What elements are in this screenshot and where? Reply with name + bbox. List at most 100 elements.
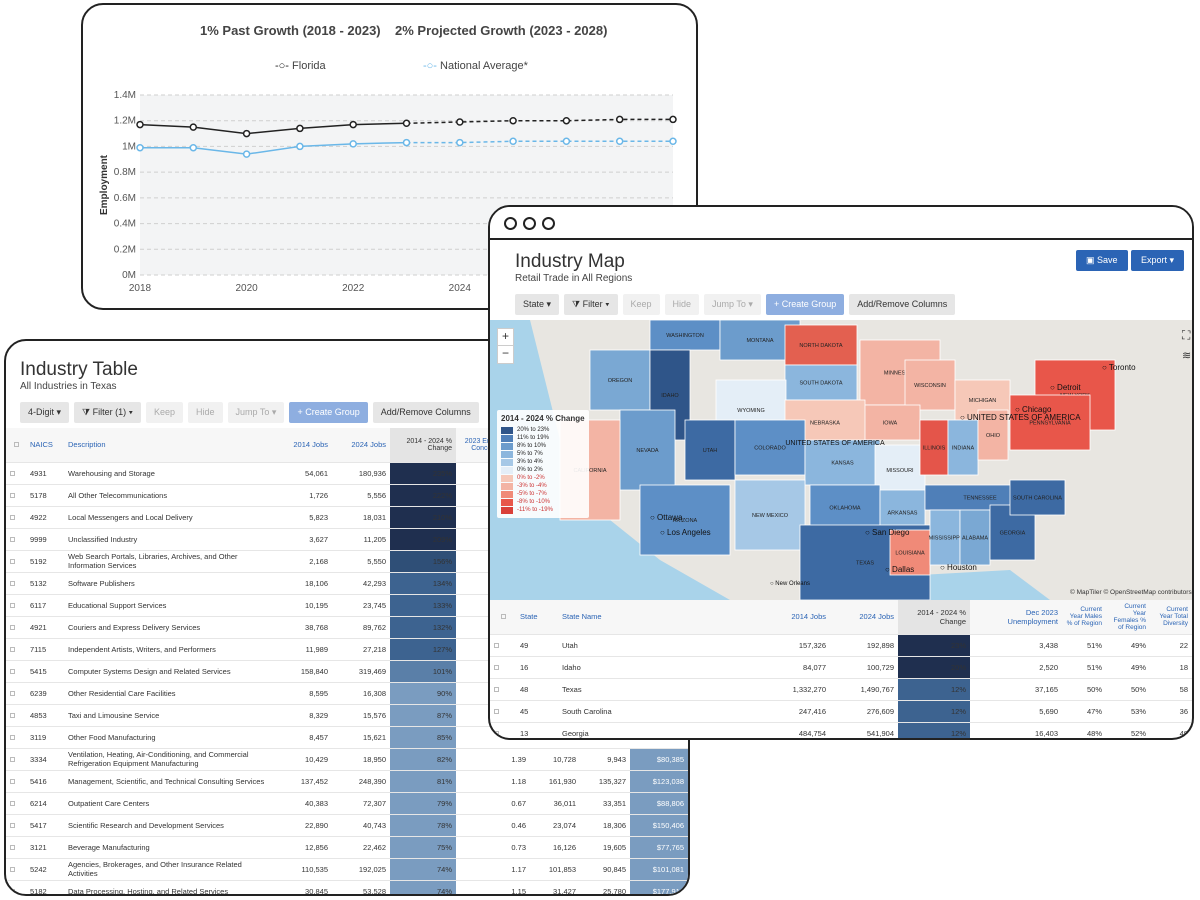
export-dropdown[interactable]: Export ▾	[1131, 250, 1185, 271]
row-checkbox[interactable]	[490, 722, 516, 738]
col-naics[interactable]: NAICS	[26, 428, 64, 463]
create-group-button[interactable]: + Create Group	[289, 402, 368, 423]
checkbox[interactable]	[6, 616, 26, 639]
table-row[interactable]: 48 Texas 1,332,270 1,490,767 12% 37,165 50% 50%…	[490, 678, 1192, 701]
row-checkbox[interactable]	[490, 634, 516, 657]
map-add-remove-columns-button[interactable]: Add/Remove Columns	[849, 294, 956, 315]
naics-cell: 5132	[26, 572, 64, 595]
col-map-pct-change[interactable]: 2014 - 2024 % Change	[898, 600, 970, 635]
checkbox[interactable]	[6, 770, 26, 793]
checkbox[interactable]	[6, 506, 26, 529]
map-create-group-button[interactable]: + Create Group	[765, 294, 845, 315]
window-dot-icon[interactable]	[523, 217, 536, 230]
legend-national[interactable]: -○- National Average*	[423, 60, 528, 72]
col-map-2014-jobs[interactable]: 2014 Jobs	[764, 600, 830, 635]
col-2024-jobs[interactable]: 2024 Jobs	[332, 428, 390, 463]
checkbox[interactable]	[6, 836, 26, 859]
state-label: UTAH	[703, 448, 718, 454]
checkbox[interactable]	[6, 880, 26, 894]
layers-icon[interactable]: ≋	[1182, 350, 1192, 362]
jobs-2014-cell: 11,989	[272, 638, 332, 661]
legend-florida[interactable]: -○- Florida	[275, 60, 326, 72]
zoom-in-button[interactable]: +	[498, 329, 513, 346]
pct-change-cell: 134%	[390, 572, 456, 595]
keep-button[interactable]: Keep	[146, 402, 184, 423]
checkbox[interactable]	[6, 748, 26, 771]
checkbox[interactable]	[6, 528, 26, 551]
checkbox[interactable]	[6, 594, 26, 617]
select-all-checkbox[interactable]	[6, 428, 26, 463]
row-checkbox[interactable]	[490, 656, 516, 679]
checkbox[interactable]	[6, 462, 26, 485]
filter-icon: ⧩	[572, 299, 581, 309]
filter-dropdown[interactable]: ⧩ Filter (1) ▾	[74, 402, 141, 423]
y-tick-label: 1.4M	[114, 90, 136, 101]
description-cell: Educational Support Services	[64, 594, 272, 617]
extra-cell: 18,306	[580, 814, 630, 837]
table-row[interactable]: 49 Utah 157,326 192,898 23% 3,438 51% 49% 22	[490, 634, 1192, 657]
checkbox[interactable]	[6, 638, 26, 661]
state-dropdown[interactable]: State ▾	[515, 294, 560, 315]
map-jump-to-dropdown[interactable]: Jump To ▾	[704, 294, 761, 315]
col-description[interactable]: Description	[64, 428, 272, 463]
row-checkbox[interactable]	[490, 700, 516, 723]
zoom-out-button[interactable]: −	[501, 346, 509, 360]
naics-cell: 5416	[26, 770, 64, 793]
digit-dropdown[interactable]: 4-Digit ▾	[20, 402, 70, 423]
col-2014-jobs[interactable]: 2014 Jobs	[272, 428, 332, 463]
map-keep-button[interactable]: Keep	[622, 294, 660, 315]
table-row[interactable]: 5182 Data Processing, Hosting, and Relate…	[6, 880, 688, 894]
data-point	[242, 150, 251, 158]
jump-to-dropdown[interactable]: Jump To ▾	[227, 402, 285, 423]
col-pct-change[interactable]: 2014 - 2024 % Change	[390, 428, 456, 463]
checkbox[interactable]	[6, 814, 26, 837]
fullscreen-icon[interactable]: ⛶	[1182, 328, 1191, 342]
checkbox[interactable]	[6, 726, 26, 749]
save-icon: ▣	[1086, 255, 1095, 265]
checkbox[interactable]	[6, 550, 26, 573]
data-point	[402, 138, 411, 147]
row-checkbox[interactable]	[490, 678, 516, 701]
window-dot-icon[interactable]	[542, 217, 555, 230]
state-label: NORTH DAKOTA	[799, 343, 843, 349]
naics-cell: 6239	[26, 682, 64, 705]
checkbox[interactable]	[6, 660, 26, 683]
table-row[interactable]: 13 Georgia 484,754 541,904 12% 16,403 48% 52% 49	[490, 722, 1192, 738]
checkbox[interactable]	[6, 792, 26, 815]
checkbox[interactable]	[6, 858, 26, 881]
table-row[interactable]: 5242 Agencies, Brokerages, and Other Insu…	[6, 858, 688, 881]
col-diversity[interactable]: Current Year Total Diversity	[1150, 600, 1192, 635]
checkbox[interactable]	[6, 704, 26, 727]
table-row[interactable]: 3121 Beverage Manufacturing 12,856 22,462 75…	[6, 836, 688, 859]
extra-cell: $177,914	[630, 880, 688, 894]
table-row[interactable]: 6214 Outpatient Care Centers 40,383 72,307 7…	[6, 792, 688, 815]
map-select-all-checkbox[interactable]	[490, 600, 516, 635]
jobs-2014-cell: 137,452	[272, 770, 332, 793]
map-hide-button[interactable]: Hide	[664, 294, 700, 315]
col-unemployment[interactable]: Dec 2023 Unemployment	[970, 600, 1062, 635]
hide-button[interactable]: Hide	[188, 402, 223, 423]
col-state[interactable]: State	[516, 600, 558, 635]
table-row[interactable]: 45 South Carolina 247,416 276,609 12% 5,690 47…	[490, 700, 1192, 723]
table-row[interactable]: 5416 Management, Scientific, and Technica…	[6, 770, 688, 793]
checkbox[interactable]	[6, 484, 26, 507]
state-label: COLORADO	[754, 446, 786, 452]
map-filter-dropdown[interactable]: ⧩ Filter ▾	[564, 294, 618, 315]
col-map-2024-jobs[interactable]: 2024 Jobs	[830, 600, 898, 635]
state-region	[804, 439, 881, 486]
choropleth-map[interactable]: WASHINGTON MONTANA NORTH DAKOTA MINNESOTA OR…	[490, 320, 1192, 600]
table-row[interactable]: 16 Idaho 84,077 100,729 20% 2,520 51% 49% 18	[490, 656, 1192, 679]
table-row[interactable]: 5417 Scientific Research and Development …	[6, 814, 688, 837]
col-males[interactable]: Current Year Males % of Region	[1062, 600, 1106, 635]
save-button[interactable]: ▣ Save	[1076, 250, 1128, 271]
state-label: ILLINOIS	[923, 446, 946, 452]
state-region	[919, 419, 949, 476]
checkbox[interactable]	[6, 572, 26, 595]
col-females[interactable]: Current Year Females % of Region	[1106, 600, 1150, 635]
pct-change-cell: 74%	[390, 880, 456, 894]
window-dot-icon[interactable]	[504, 217, 517, 230]
add-remove-columns-button[interactable]: Add/Remove Columns	[372, 402, 479, 423]
checkbox[interactable]	[6, 682, 26, 705]
col-state-name[interactable]: State Name	[558, 600, 764, 635]
table-row[interactable]: 3334 Ventilation, Heating, Air-Conditioni…	[6, 748, 688, 771]
